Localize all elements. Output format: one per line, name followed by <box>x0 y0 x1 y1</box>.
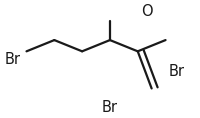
Text: Br: Br <box>5 52 21 67</box>
Text: Br: Br <box>169 64 185 79</box>
Text: Br: Br <box>102 100 118 115</box>
Text: O: O <box>141 4 152 19</box>
